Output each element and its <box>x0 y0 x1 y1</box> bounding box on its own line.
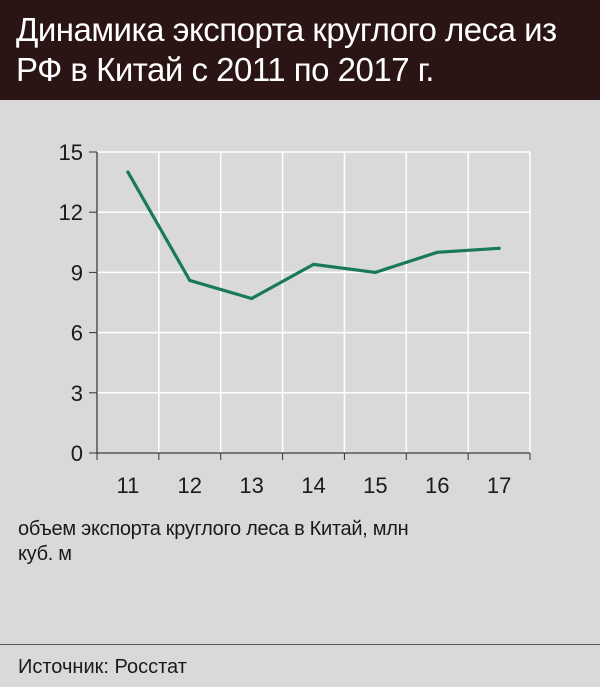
chart-area: 0 3 6 9 12 15 11 12 13 14 15 16 17 <box>0 100 600 520</box>
x-tick-label: 14 <box>301 473 325 498</box>
y-tick-label: 6 <box>71 321 83 346</box>
data-point <box>373 270 377 274</box>
header-banner: Динамика экспорта круглого леса из РФ в … <box>0 0 600 100</box>
y-tick-label: 15 <box>59 140 83 165</box>
y-tick-label: 3 <box>71 381 83 406</box>
x-tick-label: 11 <box>117 473 140 498</box>
source-note: Источник: Росстат <box>18 656 187 678</box>
x-tick-label: 17 <box>487 473 511 498</box>
series-line <box>126 170 501 301</box>
chart-title: Динамика экспорта круглого леса из РФ в … <box>16 11 557 88</box>
y-tick-label: 12 <box>59 200 83 225</box>
data-point <box>497 246 501 250</box>
data-point <box>188 278 192 283</box>
data-point <box>435 250 439 254</box>
data-point <box>250 296 254 301</box>
y-tick-label: 9 <box>71 260 83 285</box>
data-point <box>311 262 316 266</box>
chart-caption: объем экспорта круглого леса в Китай, мл… <box>18 518 409 565</box>
footer-divider <box>0 644 600 645</box>
line-chart: 0 3 6 9 12 15 11 12 13 14 15 16 17 <box>59 140 531 498</box>
data-point <box>126 170 130 174</box>
x-tick-label: 15 <box>363 473 387 498</box>
y-tick-label: 0 <box>71 441 83 466</box>
x-tick-label: 16 <box>425 473 449 498</box>
x-tick-label: 13 <box>239 473 263 498</box>
x-tick-label: 12 <box>178 473 202 498</box>
